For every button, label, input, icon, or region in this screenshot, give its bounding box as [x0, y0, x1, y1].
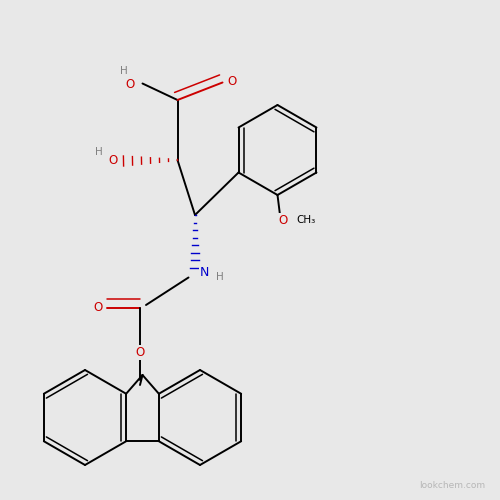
Text: H: H [216, 272, 224, 282]
Text: H: H [120, 66, 128, 76]
Text: N: N [200, 266, 209, 279]
Text: O: O [109, 154, 118, 168]
Text: O: O [126, 78, 134, 92]
Text: H: H [94, 147, 102, 157]
Text: O: O [136, 346, 144, 359]
Text: O: O [94, 301, 102, 314]
Text: O: O [227, 75, 236, 88]
Text: CH₃: CH₃ [296, 215, 316, 225]
Text: lookchem.com: lookchem.com [419, 481, 485, 490]
Text: O: O [278, 214, 287, 226]
